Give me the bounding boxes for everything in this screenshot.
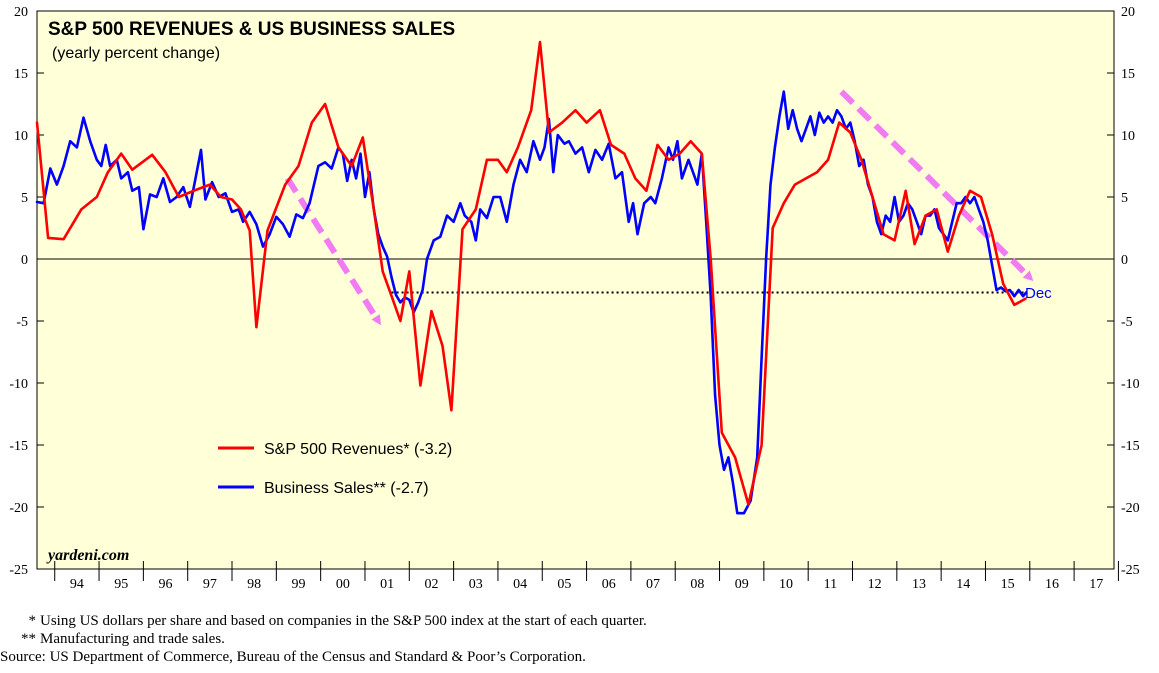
chart-subtitle: (yearly percent change)	[52, 45, 220, 62]
y-tick-label-left: 10	[14, 129, 28, 144]
x-tick-label: 99	[291, 577, 305, 592]
y-tick-label-right: -25	[1121, 563, 1140, 578]
x-tick-label: 01	[380, 577, 394, 592]
x-tick-label: 17	[1089, 577, 1103, 592]
x-tick-label: 96	[159, 577, 173, 592]
y-tick-label-right: 10	[1121, 129, 1135, 144]
legend: S&P 500 Revenues* (-3.2) Business Sales*…	[218, 441, 452, 497]
plot-area	[36, 10, 1115, 570]
x-tick-label: 12	[868, 577, 882, 592]
x-tick-label: 95	[114, 577, 128, 592]
source-note: Source: US Department of Commerce, Burea…	[0, 649, 586, 665]
x-tick-label: 07	[646, 577, 660, 592]
y-tick-label-left: -10	[9, 377, 28, 392]
y-tick-label-right: 0	[1121, 253, 1128, 268]
y-tick-label-left: -15	[9, 439, 28, 454]
x-tick-label: 04	[513, 577, 527, 592]
y-tick-label-right: -10	[1121, 377, 1140, 392]
footnote-marker: *	[28, 613, 37, 629]
trend-arrow-1	[284, 176, 381, 326]
series-line-revenues	[35, 40, 1027, 506]
x-tick-label: 13	[912, 577, 926, 592]
watermark: yardeni.com	[46, 547, 129, 564]
y-tick-label-right: 5	[1121, 191, 1128, 206]
x-tick-label: 14	[956, 577, 970, 592]
y-tick-label-right: 20	[1121, 5, 1135, 20]
y-tick-label-left: 20	[14, 5, 28, 20]
y-tick-label-right: -15	[1121, 439, 1140, 454]
y-tick-label-left: 5	[21, 191, 28, 206]
x-tick-label: 10	[779, 577, 793, 592]
y-tick-label-left: -25	[9, 563, 28, 578]
footnote-text: Manufacturing and trade sales.	[40, 631, 225, 647]
x-tick-label: 02	[424, 577, 438, 592]
x-tick-label: 16	[1045, 577, 1059, 592]
x-tick-label: 94	[70, 577, 84, 592]
legend-label-business-sales: Business Sales** (-2.7)	[264, 480, 429, 497]
x-tick-label: 09	[735, 577, 749, 592]
y-tick-label-left: 0	[21, 253, 28, 268]
x-tick-label: 03	[469, 577, 483, 592]
x-tick-label: 11	[824, 577, 837, 592]
x-tick-label: 08	[690, 577, 704, 592]
y-tick-label-right: -5	[1121, 315, 1133, 330]
footnote-2: ** Manufacturing and trade sales.	[0, 631, 225, 648]
footnote-marker: **	[21, 631, 36, 647]
annotation-dec: Dec	[1025, 285, 1052, 302]
chart-title: S&P 500 REVENUES & US BUSINESS SALES	[48, 19, 455, 40]
y-tick-label-right: 15	[1121, 67, 1135, 82]
x-tick-label: 05	[557, 577, 571, 592]
x-tick-label: 98	[247, 577, 261, 592]
y-tick-label-left: -20	[9, 501, 28, 516]
trend-arrow-2	[839, 89, 1034, 282]
legend-label-revenues: S&P 500 Revenues* (-3.2)	[264, 441, 452, 458]
series-group	[35, 40, 1028, 515]
x-tick-label: 06	[602, 577, 616, 592]
y-tick-label-left: -5	[16, 315, 28, 330]
trend-arrows	[284, 89, 1034, 326]
x-tick-label: 97	[203, 577, 217, 592]
y-tick-label-left: 15	[14, 67, 28, 82]
x-tick-label: 15	[1001, 577, 1015, 592]
y-tick-label-right: -20	[1121, 501, 1140, 516]
x-tick-label: 00	[336, 577, 350, 592]
footnote-1: * Using US dollars per share and based on…	[0, 613, 647, 630]
footnote-text: Using US dollars per share and based on …	[40, 613, 647, 629]
